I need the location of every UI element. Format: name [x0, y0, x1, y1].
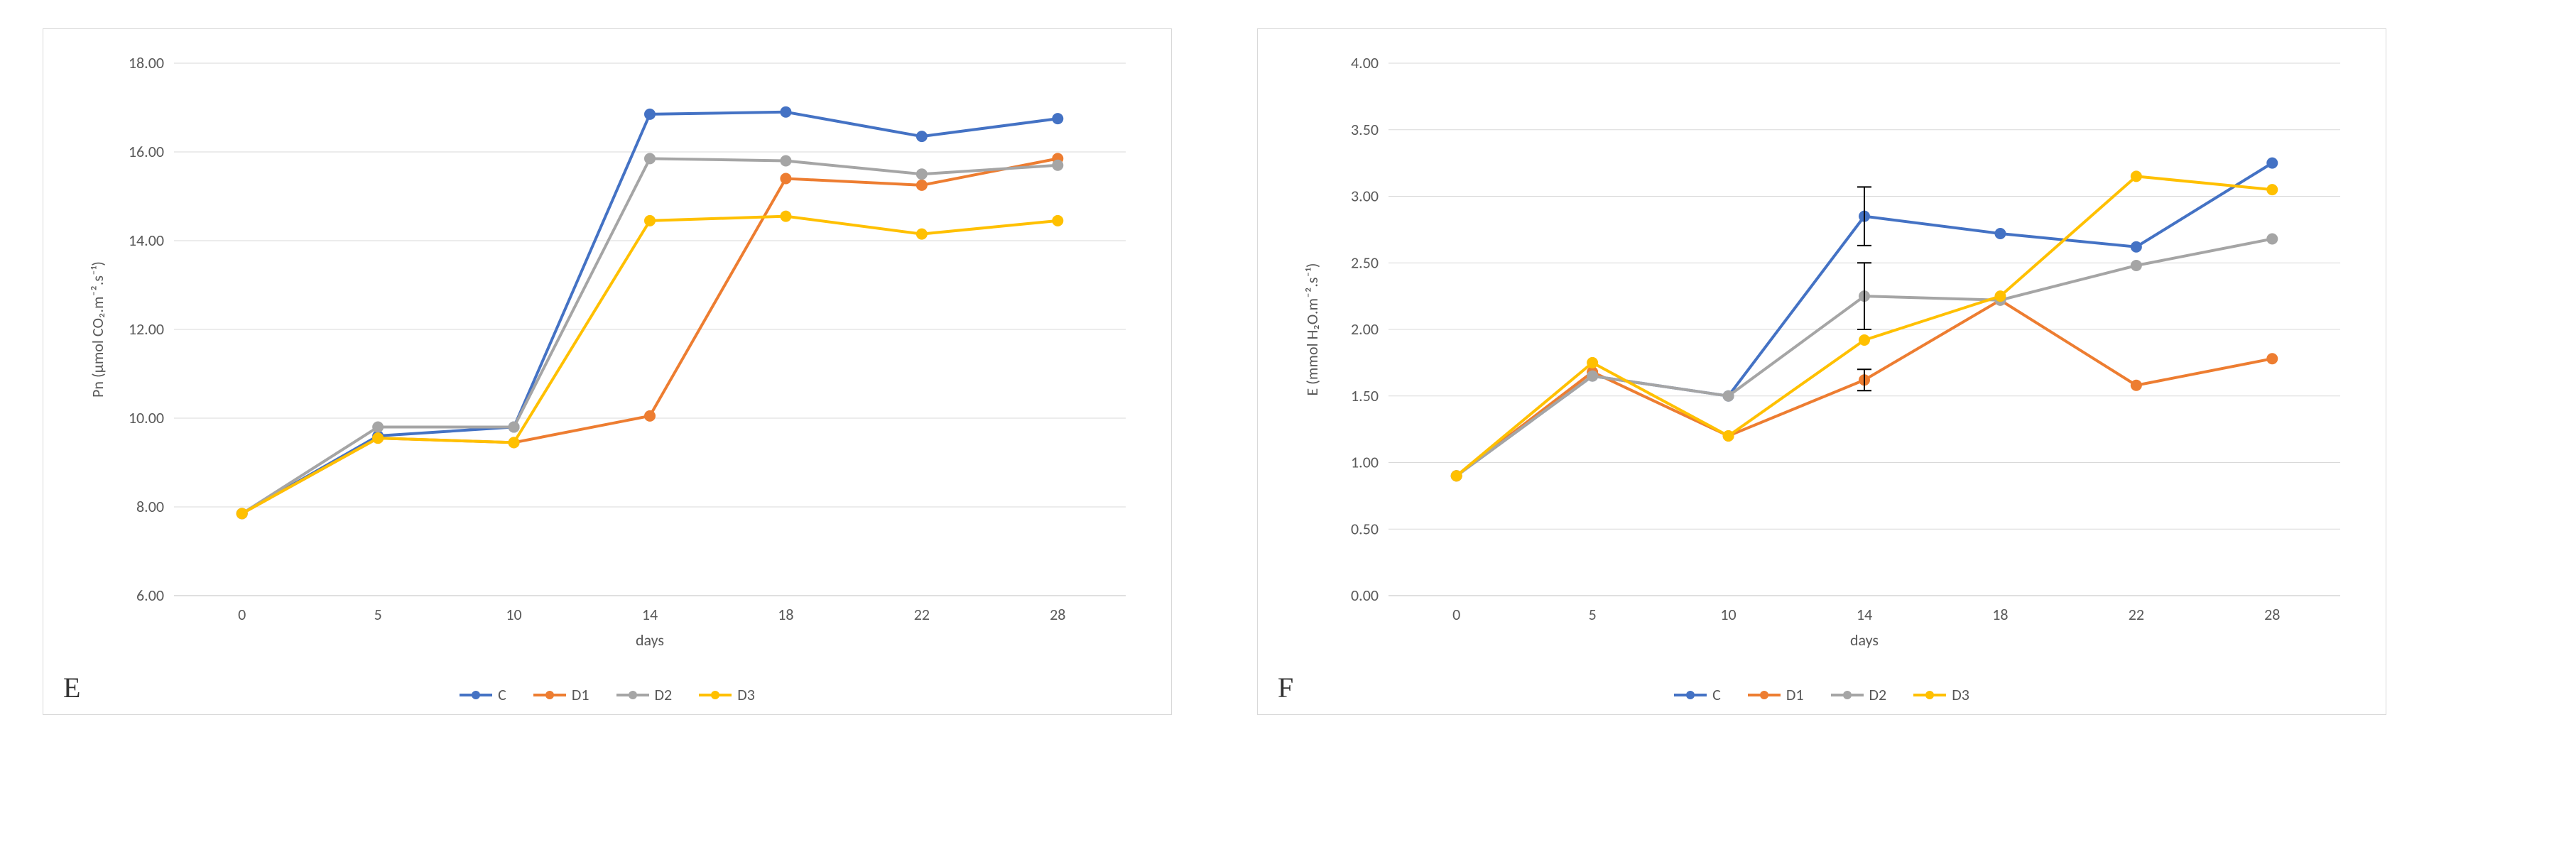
svg-text:18: 18: [778, 605, 793, 624]
legend-swatch: [699, 694, 732, 696]
legend-swatch: [460, 694, 492, 696]
svg-text:2.00: 2.00: [1351, 319, 1379, 339]
svg-text:3.50: 3.50: [1351, 120, 1379, 139]
legend-item-d2: D2: [616, 685, 673, 704]
svg-text:14.00: 14.00: [129, 231, 164, 250]
legend-item-d3: D3: [1913, 685, 1969, 704]
panel-row: 6.00 8.00 10.00 12.00 14.00 16.00 18.00 0 5 10 14 1…: [0, 0, 2576, 743]
legend-swatch: [616, 694, 649, 696]
legend-label: C: [1712, 685, 1721, 704]
legend-label: D2: [1869, 685, 1887, 704]
legend-swatch: [1831, 694, 1864, 696]
svg-text:14: 14: [642, 605, 658, 624]
chart-f-wrap: 0.00 0.50 1.00 1.50 2.00 2.50 3.00 3.50 4.00 0 5 10…: [1275, 42, 2369, 681]
svg-text:days: days: [1850, 630, 1879, 650]
svg-text:18.00: 18.00: [129, 53, 164, 72]
svg-text:28: 28: [2264, 605, 2280, 624]
chart-f-svg: 0.00 0.50 1.00 1.50 2.00 2.50 3.00 3.50 4.00 0 5 10…: [1275, 42, 2369, 681]
svg-text:10: 10: [506, 605, 521, 624]
legend-f: C D1 D2 D3: [1275, 685, 2369, 704]
svg-text:1.00: 1.00: [1351, 453, 1379, 472]
legend-label: D2: [655, 685, 673, 704]
legend-label: C: [498, 685, 506, 704]
svg-text:16.00: 16.00: [129, 142, 164, 161]
svg-text:18: 18: [1992, 605, 2008, 624]
svg-text:10: 10: [1720, 605, 1736, 624]
svg-text:2.50: 2.50: [1351, 253, 1379, 272]
svg-text:28: 28: [1050, 605, 1065, 624]
svg-text:0.50: 0.50: [1351, 519, 1379, 538]
legend-item-d1: D1: [533, 685, 589, 704]
svg-text:E (mmol H₂O.m⁻².s⁻¹): E (mmol H₂O.m⁻².s⁻¹): [1303, 263, 1322, 395]
legend-swatch: [1913, 694, 1946, 696]
panel-letter-f: F: [1278, 671, 1293, 704]
legend-label: D1: [1786, 685, 1804, 704]
svg-text:8.00: 8.00: [136, 497, 164, 516]
svg-text:5: 5: [1589, 605, 1597, 624]
svg-text:1.50: 1.50: [1351, 386, 1379, 405]
chart-e-svg: 6.00 8.00 10.00 12.00 14.00 16.00 18.00 0 5 10 14 1…: [60, 42, 1154, 681]
svg-text:0: 0: [1452, 605, 1460, 624]
svg-text:22: 22: [2129, 605, 2144, 624]
panel-f: 0.00 0.50 1.00 1.50 2.00 2.50 3.00 3.50 4.00 0 5 10…: [1257, 28, 2386, 715]
legend-item-d2: D2: [1831, 685, 1887, 704]
svg-text:4.00: 4.00: [1351, 53, 1379, 72]
panel-e: 6.00 8.00 10.00 12.00 14.00 16.00 18.00 0 5 10 14 1…: [43, 28, 1172, 715]
legend-swatch: [1748, 694, 1781, 696]
svg-text:10.00: 10.00: [129, 408, 164, 427]
legend-item-d1: D1: [1748, 685, 1804, 704]
legend-swatch: [533, 694, 566, 696]
chart-e-wrap: 6.00 8.00 10.00 12.00 14.00 16.00 18.00 0 5 10 14 1…: [60, 42, 1154, 681]
legend-item-c: C: [460, 685, 506, 704]
panel-letter-e: E: [63, 671, 80, 704]
svg-text:14: 14: [1857, 605, 1872, 624]
svg-text:3.00: 3.00: [1351, 187, 1379, 206]
legend-item-c: C: [1674, 685, 1721, 704]
svg-text:Pn (µmol CO₂.m⁻².s⁻¹): Pn (µmol CO₂.m⁻².s⁻¹): [88, 261, 107, 398]
svg-text:0.00: 0.00: [1351, 586, 1379, 605]
svg-text:12.00: 12.00: [129, 319, 164, 339]
svg-text:22: 22: [914, 605, 930, 624]
svg-text:5: 5: [374, 605, 382, 624]
legend-e: C D1 D2 D3: [60, 685, 1154, 704]
legend-label: D3: [737, 685, 755, 704]
svg-text:6.00: 6.00: [136, 586, 164, 605]
legend-swatch: [1674, 694, 1707, 696]
legend-label: D3: [1952, 685, 1969, 704]
svg-text:days: days: [636, 630, 664, 650]
svg-text:0: 0: [238, 605, 246, 624]
legend-item-d3: D3: [699, 685, 755, 704]
legend-label: D1: [572, 685, 589, 704]
